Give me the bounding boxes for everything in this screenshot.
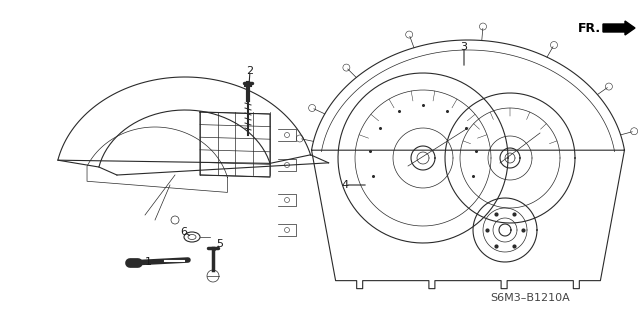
Text: 1: 1 [145, 257, 152, 267]
Text: 3: 3 [461, 42, 467, 52]
Text: S6M3–B1210A: S6M3–B1210A [490, 293, 570, 303]
Text: 6: 6 [180, 227, 188, 237]
Text: FR.: FR. [578, 21, 601, 34]
Text: 2: 2 [246, 66, 253, 76]
FancyArrow shape [603, 21, 635, 35]
Text: 5: 5 [216, 239, 223, 249]
Text: 4: 4 [341, 180, 349, 190]
